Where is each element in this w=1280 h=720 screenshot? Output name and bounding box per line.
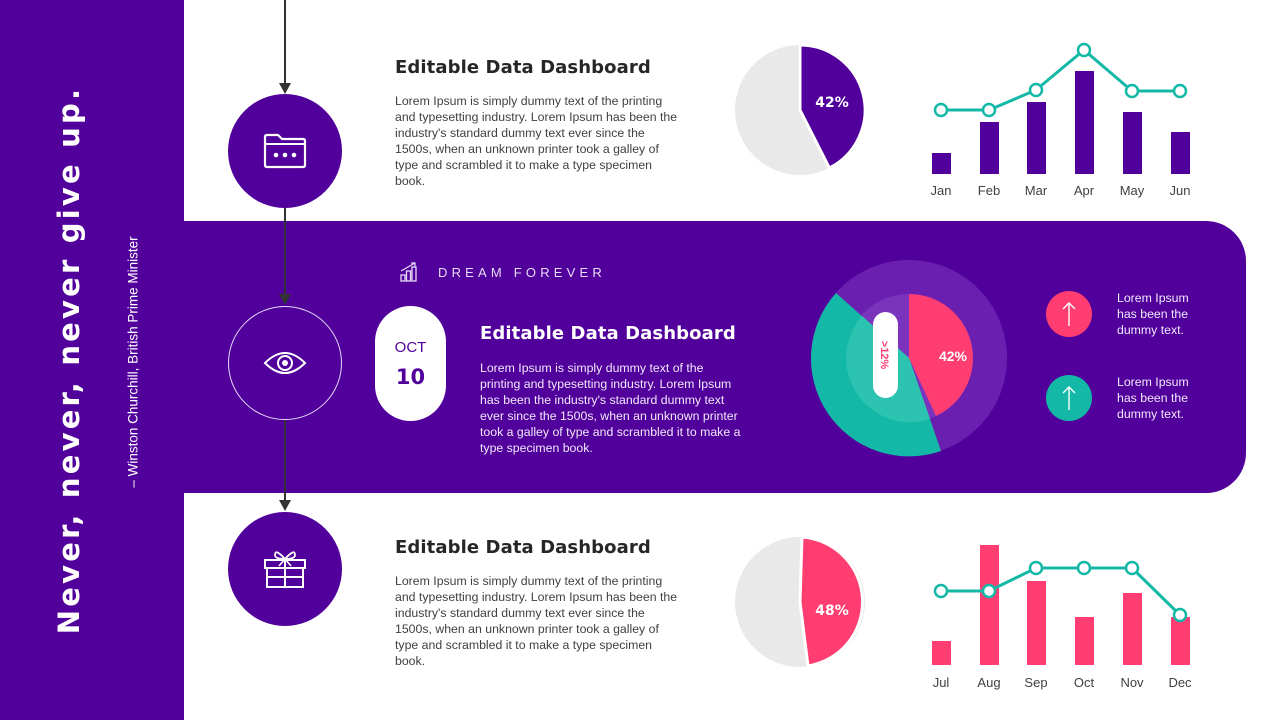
indicator-teal (1046, 375, 1092, 421)
bar-line-chart-bottom: Jul Aug Sep Oct Nov Dec (932, 545, 1192, 690)
tagline: DREAM FOREVER (400, 262, 606, 282)
x-tick-label: Sep (1024, 675, 1047, 690)
x-tick-label: Apr (1074, 183, 1095, 198)
arrow-up-icon (1062, 302, 1076, 326)
highlight-band (184, 221, 1246, 493)
step-circle-3 (228, 512, 342, 626)
timeline-connector (284, 208, 286, 294)
pie-chart-middle: 42% >12% (811, 260, 1007, 457)
section-title-2: Editable Data Dashboard (480, 323, 736, 344)
date-month: OCT (394, 338, 427, 356)
timeline-connector (284, 420, 286, 500)
gift-icon (264, 551, 306, 588)
arrow-down-icon (279, 500, 291, 511)
growth-chart-icon (400, 262, 417, 282)
section-body-2: Lorem Ipsum is simply dummy text of the … (480, 361, 741, 455)
arrow-down-icon (279, 83, 291, 94)
indicator-text-2: Lorem Ipsum has been the dummy text. (1117, 375, 1189, 421)
date-day: 10 (395, 364, 426, 389)
section-title-1: Editable Data Dashboard (395, 57, 651, 78)
x-tick-label: Mar (1025, 183, 1048, 198)
pie-label-middle: 42% (939, 348, 968, 364)
arrow-down-icon (279, 294, 291, 305)
quote-sidebar: Never, never, never give up. – Winston C… (0, 0, 184, 720)
pie-callout: >12% (878, 341, 890, 370)
pie-chart-top: 42% (735, 43, 867, 175)
section-body-3: Lorem Ipsum is simply dummy text of the … (395, 574, 678, 668)
date-badge: OCT 10 (375, 306, 446, 421)
x-tick-label: Jan (931, 183, 952, 198)
tagline-text: DREAM FOREVER (438, 264, 607, 280)
pie-label-bottom: 48% (815, 603, 849, 619)
pie-chart-bottom: 48% (735, 535, 865, 668)
x-tick-label: Nov (1120, 675, 1144, 690)
pie-label-top: 42% (815, 95, 849, 111)
step-circle-1 (228, 94, 342, 208)
indicator-pink (1046, 291, 1092, 337)
x-tick-label: Jul (933, 675, 950, 690)
x-tick-label: May (1120, 183, 1145, 198)
x-tick-label: Feb (978, 183, 1000, 198)
section-title-3: Editable Data Dashboard (395, 537, 651, 558)
x-tick-label: Dec (1168, 675, 1192, 690)
section-body-1: Lorem Ipsum is simply dummy text of the … (395, 94, 678, 188)
folder-icon (263, 133, 307, 169)
timeline-connector (284, 0, 286, 84)
eye-icon (263, 352, 307, 374)
x-tick-label: Jun (1170, 183, 1191, 198)
indicator-text-1: Lorem Ipsum has been the dummy text. (1117, 291, 1189, 337)
x-tick-label: Aug (977, 675, 1000, 690)
bar-line-chart-top: Jan Feb Mar Apr May Jun (931, 42, 1191, 198)
step-circle-2 (228, 306, 342, 420)
x-tick-label: Oct (1074, 675, 1095, 690)
arrow-up-icon (1062, 386, 1076, 410)
